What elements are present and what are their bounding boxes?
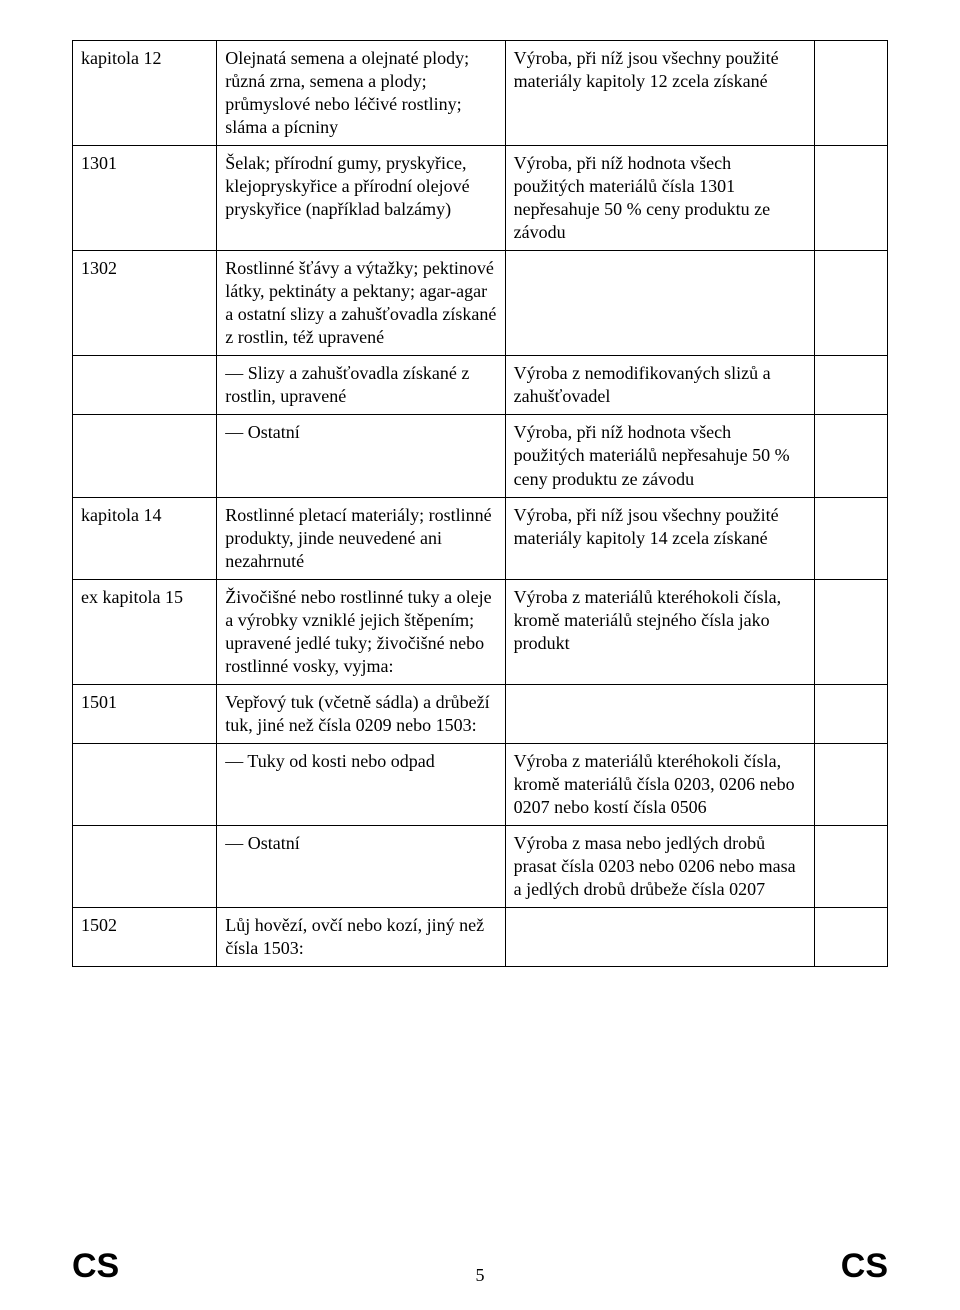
cell-code — [73, 356, 217, 415]
table-row: 1302 Rostlinné šťávy a výtažky; pektinov… — [73, 251, 888, 356]
table-row: — Tuky od kosti nebo odpad Výroba z mate… — [73, 743, 888, 825]
cell-rule: Výroba z materiálů kteréhokoli čísla, kr… — [505, 579, 814, 684]
table-row: kapitola 14 Rostlinné pletací materiály;… — [73, 497, 888, 579]
cell-code — [73, 415, 217, 497]
cell-rule: Výroba z nemodifikovaných slizů a zahušť… — [505, 356, 814, 415]
cell-empty — [814, 415, 887, 497]
table-row: 1301 Šelak; přírodní gumy, pryskyřice, k… — [73, 146, 888, 251]
cell-rule — [505, 684, 814, 743]
cell-code: 1501 — [73, 684, 217, 743]
footer-lang-left: CS — [72, 1247, 119, 1286]
cell-empty — [814, 356, 887, 415]
cell-code — [73, 743, 217, 825]
cell-desc: Rostlinné pletací materiály; rostlinné p… — [217, 497, 505, 579]
cell-empty — [814, 497, 887, 579]
cell-rule: Výroba, při níž jsou všechny použité mat… — [505, 497, 814, 579]
table-row: 1502 Lůj hovězí, ovčí nebo kozí, jiný ne… — [73, 908, 888, 967]
cell-code: 1301 — [73, 146, 217, 251]
cell-empty — [814, 41, 887, 146]
cell-code: kapitola 12 — [73, 41, 217, 146]
cell-desc: — Ostatní — [217, 415, 505, 497]
cell-rule: Výroba z masa nebo jedlých drobů prasat … — [505, 825, 814, 907]
cell-empty — [814, 579, 887, 684]
cell-desc: Rostlinné šťávy a výtažky; pektinové lát… — [217, 251, 505, 356]
cell-code: ex kapitola 15 — [73, 579, 217, 684]
table-row: — Ostatní Výroba z masa nebo jedlých dro… — [73, 825, 888, 907]
cell-empty — [814, 743, 887, 825]
cell-desc: — Ostatní — [217, 825, 505, 907]
cell-empty — [814, 825, 887, 907]
table-row: ex kapitola 15 Živočišné nebo rostlinné … — [73, 579, 888, 684]
cell-desc: Šelak; přírodní gumy, pryskyřice, klejop… — [217, 146, 505, 251]
cell-desc: Živočišné nebo rostlinné tuky a oleje a … — [217, 579, 505, 684]
cell-rule: Výroba, při níž hodnota všech použitých … — [505, 415, 814, 497]
cell-rule: Výroba, při níž jsou všechny použité mat… — [505, 41, 814, 146]
cell-code — [73, 825, 217, 907]
page: kapitola 12 Olejnatá semena a olejnaté p… — [0, 0, 960, 1310]
rules-table: kapitola 12 Olejnatá semena a olejnaté p… — [72, 40, 888, 967]
table-row: — Slizy a zahušťovadla získané z rostlin… — [73, 356, 888, 415]
cell-code: 1302 — [73, 251, 217, 356]
cell-rule — [505, 908, 814, 967]
cell-rule: Výroba, při níž hodnota všech použitých … — [505, 146, 814, 251]
table-row: 1501 Vepřový tuk (včetně sádla) a drůbež… — [73, 684, 888, 743]
page-number: 5 — [476, 1265, 485, 1286]
cell-empty — [814, 146, 887, 251]
table-row: — Ostatní Výroba, při níž hodnota všech … — [73, 415, 888, 497]
cell-desc: Lůj hovězí, ovčí nebo kozí, jiný než čís… — [217, 908, 505, 967]
cell-desc: Vepřový tuk (včetně sádla) a drůbeží tuk… — [217, 684, 505, 743]
cell-desc: — Tuky od kosti nebo odpad — [217, 743, 505, 825]
cell-rule: Výroba z materiálů kteréhokoli čísla, kr… — [505, 743, 814, 825]
cell-desc: — Slizy a zahušťovadla získané z rostlin… — [217, 356, 505, 415]
cell-empty — [814, 251, 887, 356]
page-footer: CS 5 CS — [0, 1247, 960, 1286]
cell-empty — [814, 908, 887, 967]
cell-code: 1502 — [73, 908, 217, 967]
cell-desc: Olejnatá semena a olejnaté plody; různá … — [217, 41, 505, 146]
footer-lang-right: CS — [841, 1247, 888, 1286]
table-row: kapitola 12 Olejnatá semena a olejnaté p… — [73, 41, 888, 146]
cell-empty — [814, 684, 887, 743]
cell-rule — [505, 251, 814, 356]
cell-code: kapitola 14 — [73, 497, 217, 579]
